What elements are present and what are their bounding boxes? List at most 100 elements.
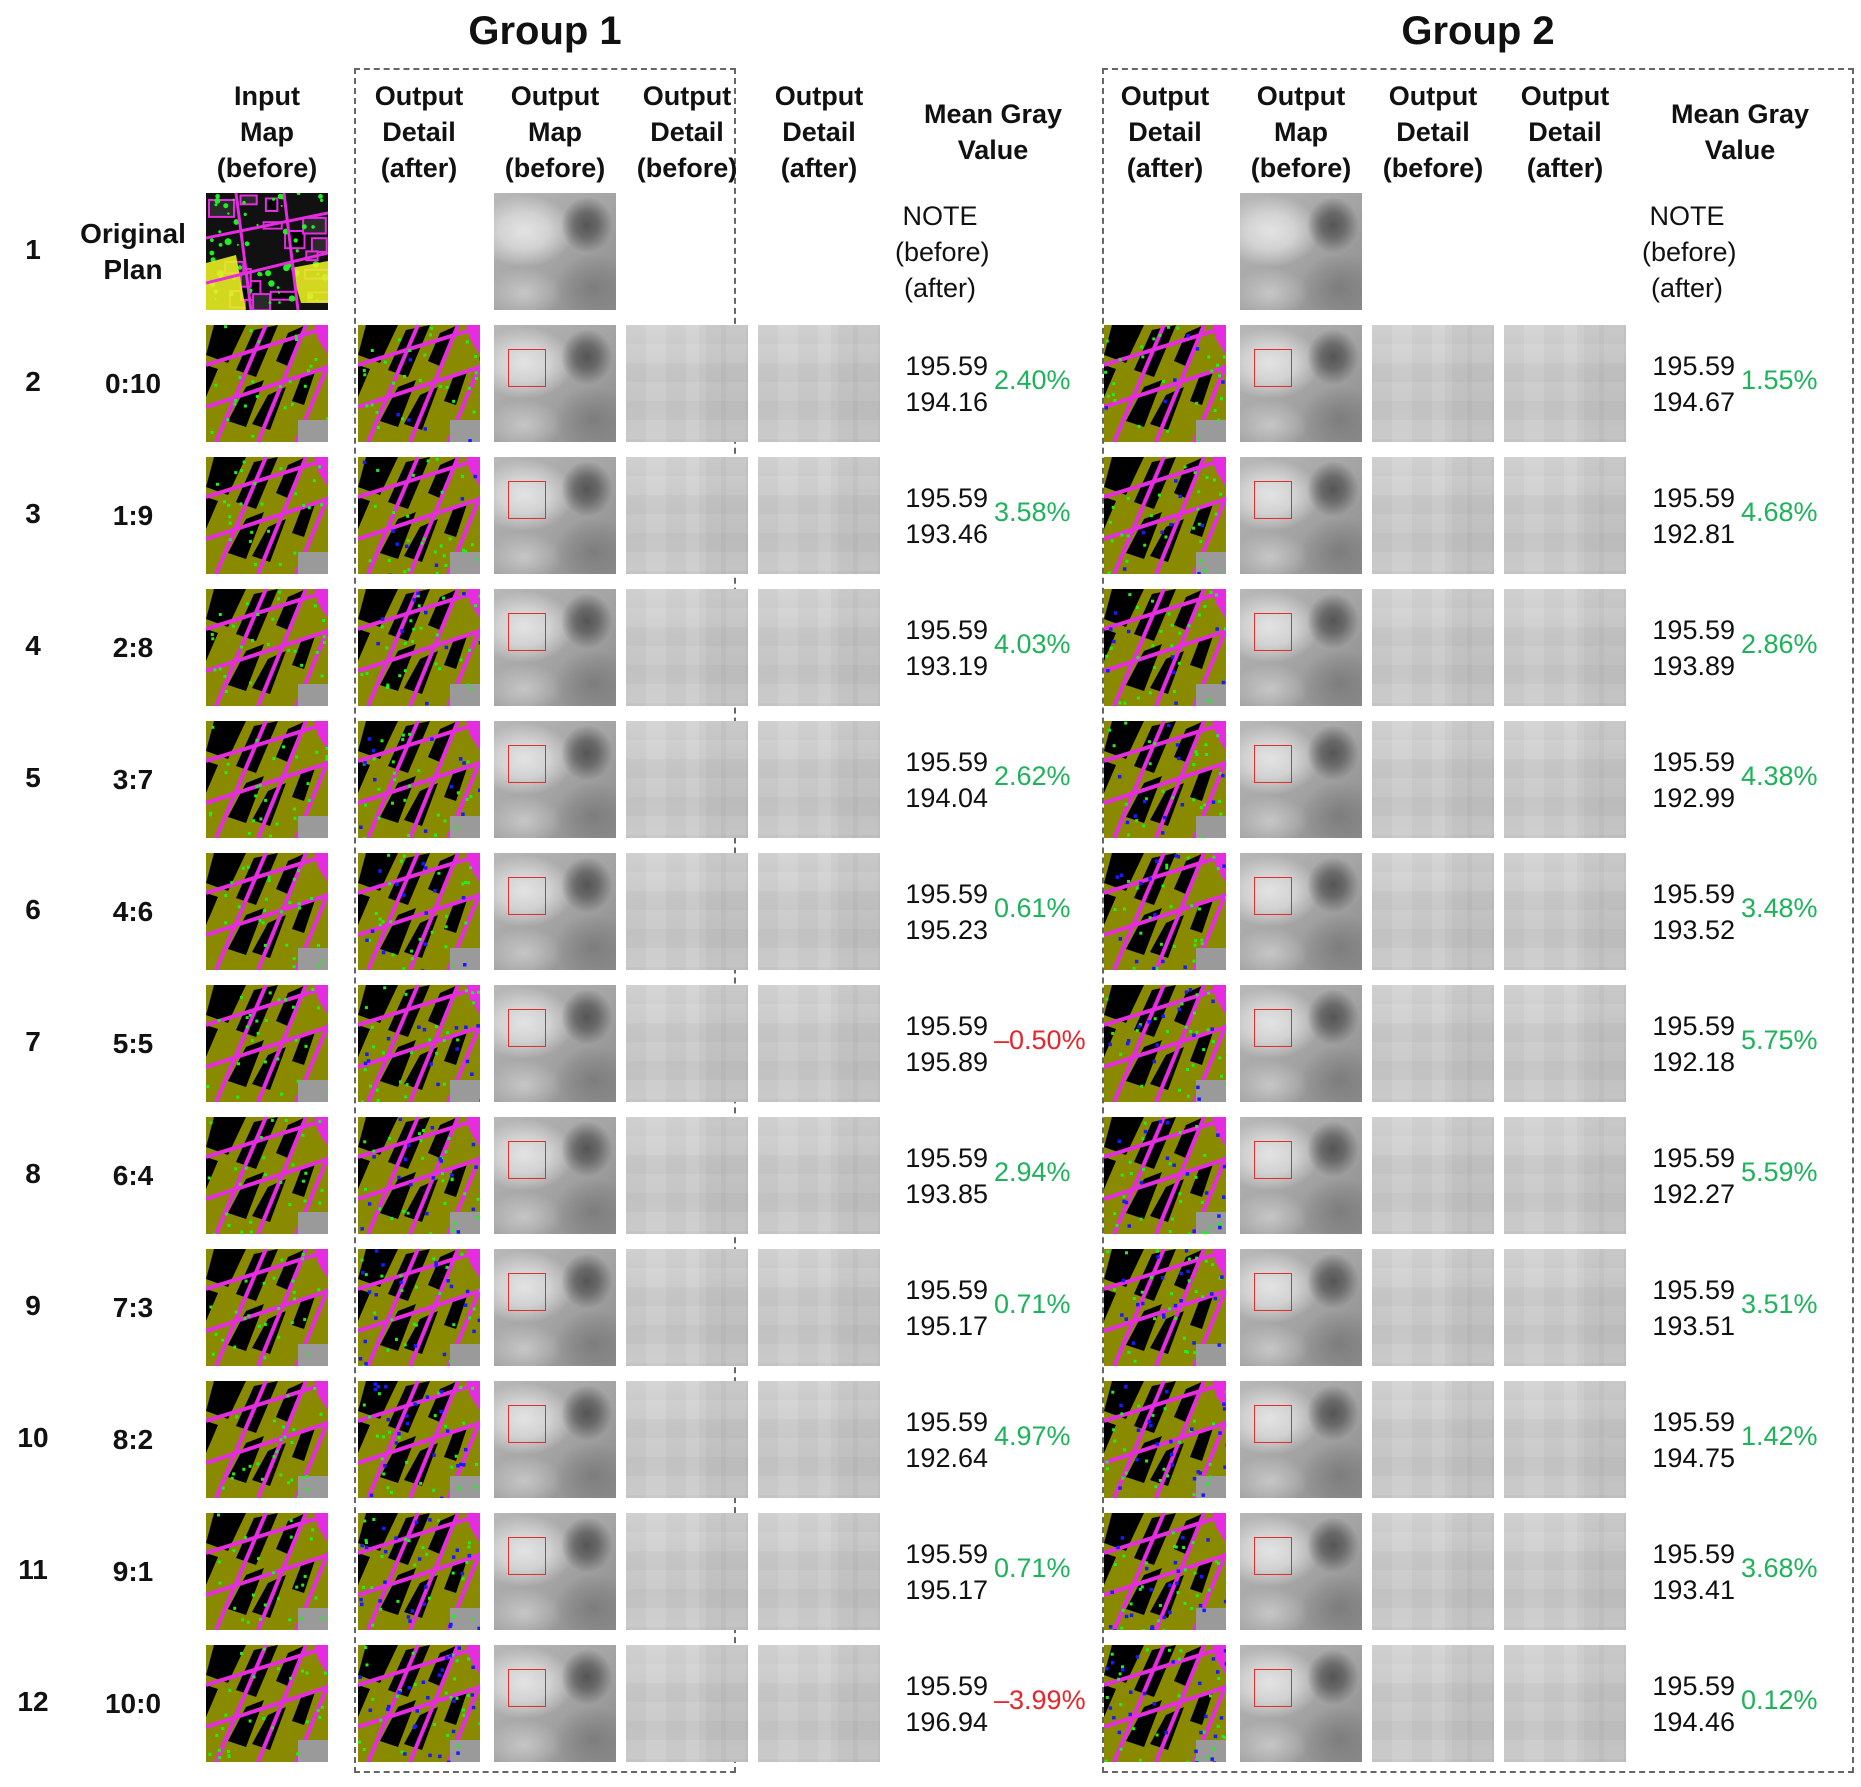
- output-detail-before-image: [1372, 589, 1494, 706]
- output-detail-after-image: [758, 325, 880, 442]
- percent-change: –3.99%: [994, 1684, 1086, 1715]
- output-detail-after-image: [358, 325, 480, 442]
- output-detail-after-image: [1104, 853, 1226, 970]
- mean-gray-values: 195.59 192.99: [1635, 744, 1735, 816]
- text-line: (after): [380, 153, 458, 183]
- mean-gray-before: 195.59: [905, 350, 988, 381]
- input-map-image: [206, 985, 328, 1102]
- input-map-image: [206, 457, 328, 574]
- mean-gray-values: 195.59 193.41: [1635, 1536, 1735, 1608]
- row-number: 11: [18, 1553, 48, 1585]
- row-label: 2:8: [70, 630, 196, 666]
- output-detail-after-image: [358, 1381, 480, 1498]
- output-map-image: [494, 1513, 616, 1630]
- row-label: 4:6: [70, 894, 196, 930]
- text-line: Detail: [1128, 117, 1202, 147]
- output-map-image: [494, 1117, 616, 1234]
- row-label: Original Plan: [70, 216, 196, 288]
- highlight-box: [1254, 1141, 1292, 1179]
- text-line: Detail: [782, 117, 856, 147]
- text-line: Output: [1520, 81, 1610, 111]
- text-line: Original: [80, 217, 186, 249]
- percent-change: 5.75%: [1741, 1024, 1818, 1055]
- highlight-box: [508, 745, 546, 783]
- text-line: (after): [1126, 153, 1204, 183]
- output-detail-after-image: [758, 721, 880, 838]
- column-header: Mean Gray Value: [1625, 78, 1855, 186]
- mean-gray-before: 195.59: [1652, 350, 1735, 381]
- output-detail-after-image: [1104, 1249, 1226, 1366]
- mean-gray-after: 192.18: [1652, 1046, 1735, 1077]
- highlight-box: [508, 877, 546, 915]
- mean-gray-after: 194.67: [1652, 386, 1735, 417]
- output-map-image: [494, 1645, 616, 1762]
- mean-gray-after: 193.51: [1652, 1310, 1735, 1341]
- output-detail-after-image: [758, 1117, 880, 1234]
- output-detail-after-image: [1504, 721, 1626, 838]
- output-detail-after-image: [758, 1249, 880, 1366]
- row-number: 1: [25, 233, 41, 265]
- mean-gray-values: 195.59 195.23: [888, 876, 988, 948]
- text-line: (before): [1382, 153, 1484, 183]
- text-line: Output: [1256, 81, 1346, 111]
- output-map-image: [1240, 193, 1362, 310]
- highlight-box: [508, 349, 546, 387]
- mean-gray-values: 195.59 194.16: [888, 348, 988, 420]
- percent-change: 3.68%: [1741, 1552, 1818, 1583]
- output-detail-before-image: [1372, 325, 1494, 442]
- text-line: 6:4: [112, 1159, 154, 1191]
- percent-change: 0.61%: [994, 892, 1071, 923]
- percent-change: 2.94%: [994, 1156, 1071, 1187]
- output-detail-after-image: [758, 985, 880, 1102]
- percent-change: 3.48%: [1741, 892, 1818, 923]
- highlight-box: [1254, 745, 1292, 783]
- percent-change: 4.38%: [1741, 760, 1818, 791]
- input-map-image: [206, 853, 328, 970]
- mean-gray-before: 195.59: [1652, 1142, 1735, 1173]
- mean-gray-before: 195.59: [905, 746, 988, 777]
- text-line: Map: [240, 117, 294, 147]
- percent-change: 3.58%: [994, 496, 1071, 527]
- output-detail-before-image: [626, 1117, 748, 1234]
- output-map-image: [1240, 853, 1362, 970]
- input-map-image: [206, 1249, 328, 1366]
- column-header: Mean Gray Value: [878, 78, 1108, 186]
- text-line: (after): [1650, 272, 1723, 303]
- highlight-box: [508, 1273, 546, 1311]
- row-label: 7:3: [70, 1290, 196, 1326]
- output-detail-before-image: [626, 589, 748, 706]
- output-detail-before-image: [1372, 1513, 1494, 1630]
- mean-gray-values: 195.59 194.46: [1635, 1668, 1735, 1740]
- text-line: 4:6: [112, 895, 154, 927]
- text-line: Output: [374, 81, 464, 111]
- mean-gray-before: 195.59: [1652, 878, 1735, 909]
- mean-gray-after: 196.94: [905, 1706, 988, 1737]
- mean-gray-before: 195.59: [1652, 1538, 1735, 1569]
- mean-gray-values: 195.59 194.04: [888, 744, 988, 816]
- highlight-box: [1254, 877, 1292, 915]
- output-map-image: [494, 853, 616, 970]
- percent-change: –0.50%: [994, 1024, 1086, 1055]
- mean-gray-after: 195.17: [905, 1310, 988, 1341]
- output-detail-after-image: [1504, 853, 1626, 970]
- mean-gray-values: 195.59 194.75: [1635, 1404, 1735, 1476]
- percent-change: 4.97%: [994, 1420, 1071, 1451]
- column-header: Input Map (before): [200, 78, 334, 186]
- output-detail-before-image: [1372, 853, 1494, 970]
- row-label: 3:7: [70, 762, 196, 798]
- mean-gray-values: 195.59 193.89: [1635, 612, 1735, 684]
- text-line: 3:7: [112, 763, 154, 795]
- highlight-box: [508, 481, 546, 519]
- input-map-image: [206, 589, 328, 706]
- output-detail-before-image: [626, 325, 748, 442]
- percent-change: 2.86%: [1741, 628, 1818, 659]
- percent-change: 2.62%: [994, 760, 1071, 791]
- column-header: Output Detail (before): [620, 78, 754, 186]
- output-detail-before-image: [1372, 1645, 1494, 1762]
- mean-gray-before: 195.59: [1652, 1670, 1735, 1701]
- output-detail-after-image: [758, 589, 880, 706]
- input-map-image: [206, 721, 328, 838]
- text-line: (before): [216, 153, 318, 183]
- percent-change: 4.03%: [994, 628, 1071, 659]
- output-map-image: [494, 1249, 616, 1366]
